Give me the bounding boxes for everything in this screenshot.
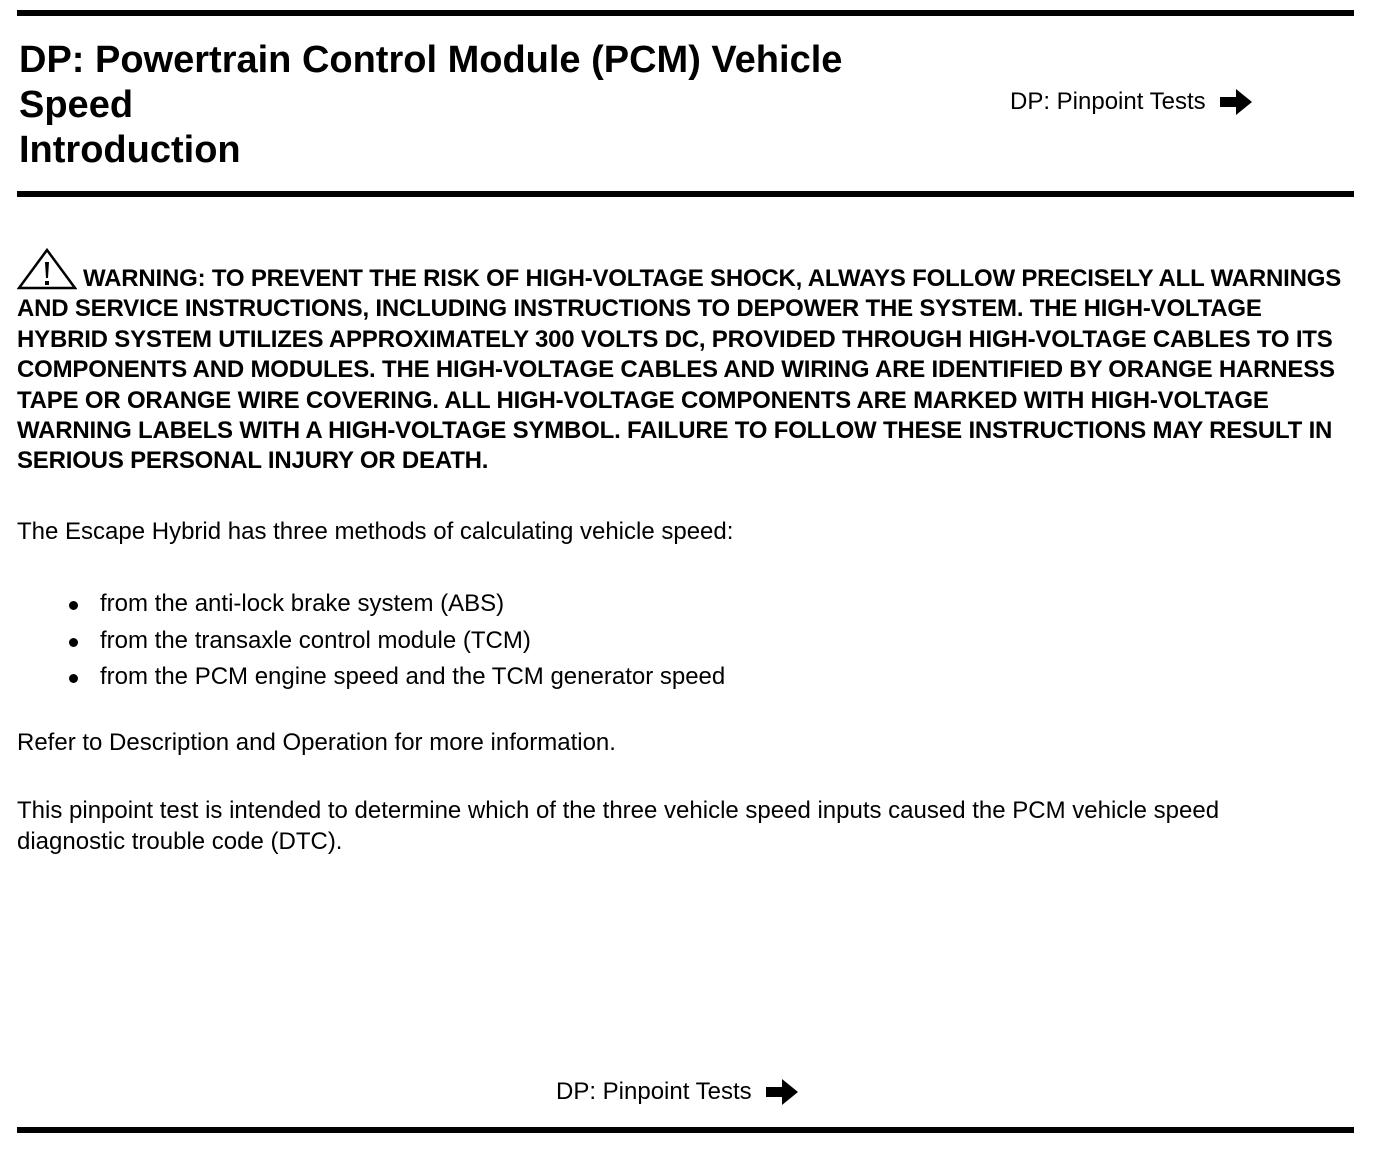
methods-list: from the anti-lock brake system (ABS) fr… xyxy=(17,586,1347,696)
intro-paragraph: The Escape Hybrid has three methods of c… xyxy=(17,517,734,545)
top-rule xyxy=(17,10,1354,16)
title-line: DP: Powertrain Control Module (PCM) Vehi… xyxy=(19,39,843,81)
title-line: Introduction xyxy=(19,129,241,171)
pinpoint-tests-link-bottom[interactable]: DP: Pinpoint Tests xyxy=(556,1078,798,1106)
header-rule xyxy=(17,191,1354,197)
link-label: DP: Pinpoint Tests xyxy=(1010,88,1206,115)
page-title: DP: Powertrain Control Module (PCM) Vehi… xyxy=(19,38,959,173)
purpose-paragraph: This pinpoint test is intended to determ… xyxy=(17,797,1220,855)
bottom-rule xyxy=(17,1127,1354,1133)
title-line: Speed xyxy=(19,84,134,126)
list-item: from the anti-lock brake system (ABS) xyxy=(17,586,1347,623)
warning-text: WARNING: TO PREVENT THE RISK OF HIGH-VOL… xyxy=(17,265,1342,475)
main-content: WARNING: TO PREVENT THE RISK OF HIGH-VOL… xyxy=(17,248,1347,857)
refer-paragraph: Refer to Description and Operation for m… xyxy=(17,728,616,756)
arrow-right-icon xyxy=(1219,89,1252,115)
pinpoint-tests-link-top[interactable]: DP: Pinpoint Tests xyxy=(1010,88,1252,116)
arrow-right-icon xyxy=(765,1079,798,1105)
link-label: DP: Pinpoint Tests xyxy=(556,1078,752,1105)
list-item: from the PCM engine speed and the TCM ge… xyxy=(17,659,1347,696)
warning-triangle-icon xyxy=(17,248,77,290)
warning-block: WARNING: TO PREVENT THE RISK OF HIGH-VOL… xyxy=(17,248,1347,477)
list-item: from the transaxle control module (TCM) xyxy=(17,623,1347,660)
